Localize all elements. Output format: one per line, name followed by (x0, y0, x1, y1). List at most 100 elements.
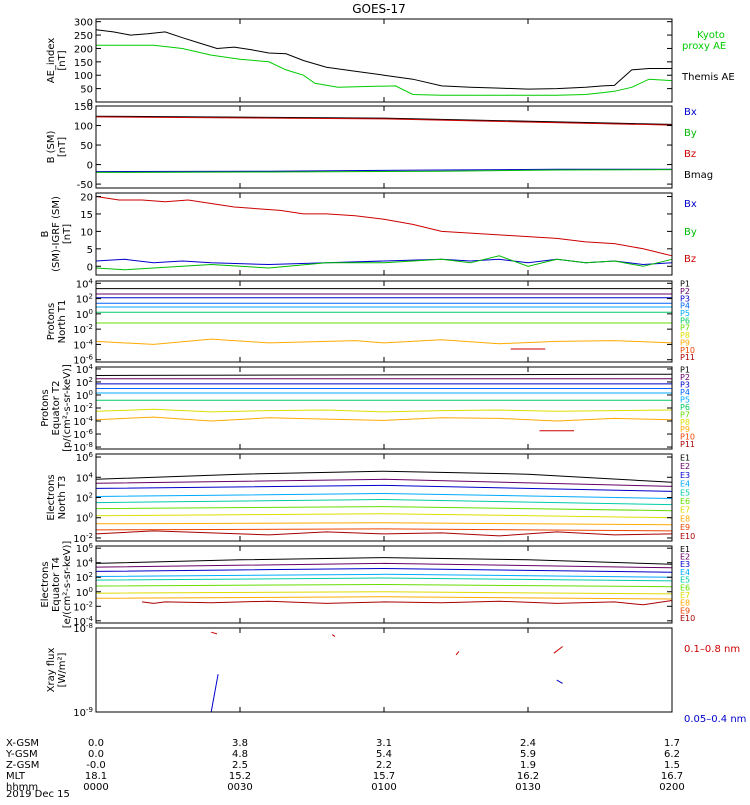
y-tick-label-4-6: 10-6 (73, 354, 93, 367)
y-tick-label-1-4: 150 (74, 58, 93, 69)
series-7-4 (95, 573, 673, 578)
legend-item-5-5: P5 (680, 395, 690, 404)
y-tick-label-5-5: 10-4 (73, 415, 93, 428)
legend-item-6-10: E10 (680, 532, 695, 541)
legend-item-7-9: E9 (680, 606, 690, 615)
bottom-axis-value-3-3: 2.2 (376, 760, 392, 771)
legend-item-6-9: E9 (680, 523, 690, 532)
legend-item-4-9: P9 (680, 338, 690, 347)
legend-item-4-1: P1 (680, 280, 690, 289)
y-tick-label-7-3: 102 (76, 571, 93, 584)
legend-8: 0.1–0.8 nm 0.05–0.4 nm (684, 644, 746, 725)
bottom-axis-value-2-4: 15.2 (229, 771, 251, 782)
series-3-3 (95, 255, 673, 271)
legend-item-4-3: P3 (680, 294, 690, 303)
bottom-axis-value-4-5: 0130 (515, 782, 540, 793)
y-axis-label-8: Xray flux[W/m²] (46, 648, 68, 693)
legend-1: Kyoto proxy AE Themis AE (681, 30, 735, 83)
y-tick-label-5-3: 100 (76, 389, 93, 402)
series-5-1 (95, 373, 673, 376)
y-tick-label-5-1: 104 (76, 363, 94, 376)
legend-item-4-6: P6 (680, 316, 690, 325)
series-2-2 (95, 116, 673, 126)
y-axis-label-2: B (SM)[nT] (46, 130, 68, 163)
legend-item-7-4: E4 (680, 568, 690, 577)
legend-item-6-5: E5 (680, 488, 690, 497)
y-axis-label-6: ElectronsNorth T3 (46, 474, 68, 520)
y-tick-label-3-3: 10 (80, 227, 93, 238)
y-tick-label-4-2: 102 (76, 293, 93, 306)
legend-item-1-2: Themis AE (681, 72, 735, 83)
y-tick-label-5-2: 102 (76, 376, 93, 389)
series-2-3 (95, 168, 672, 173)
legend-item-5-3: P3 (680, 381, 690, 390)
series-3-2 (95, 258, 673, 266)
y-tick-label-5-4: 10-2 (73, 402, 93, 415)
legend-item-7-3: E3 (680, 560, 690, 569)
series-1-2 (96, 44, 673, 96)
y-tick-label-3-2: 15 (80, 210, 93, 221)
legend-item-4-7: P7 (680, 324, 690, 333)
legend-item-2-3: Bz (684, 149, 696, 160)
panel-1: 300 250 200 150 100 50 0 AE_index[nT] Kyoto proxy… (46, 18, 735, 109)
legend-item-2-1: Bx (684, 107, 697, 118)
legend-item-7-10: E10 (680, 614, 695, 623)
series-8-3 (455, 651, 460, 656)
series-8-6 (556, 679, 563, 684)
y-tick-label-3-1: 20 (80, 192, 93, 203)
series-7-3 (95, 567, 673, 573)
y-tick-label-2-3: 50 (80, 141, 93, 152)
series-5-7 (95, 408, 673, 413)
y-tick-label-4-1: 104 (76, 277, 94, 290)
bottom-axis-value-3-4: 15.7 (373, 771, 395, 782)
series-6-2 (95, 478, 673, 487)
series-8-4 (553, 646, 563, 654)
bottom-axis-row-label-3: Z-GSM (6, 760, 39, 771)
y-tick-label-2-4: 0 (87, 161, 93, 172)
legend-item-4-10: P10 (680, 346, 695, 355)
y-axis-label-1: AE_index[nT] (46, 38, 68, 84)
series-7-9 (142, 600, 673, 606)
bottom-axis-value-2-1: 3.8 (232, 738, 248, 749)
bottom-axis-row-label-2: Y-GSM (5, 749, 38, 760)
legend-item-6-3: E3 (680, 471, 690, 480)
bottom-axis-value-5-3: 1.5 (664, 760, 680, 771)
series-7-5 (95, 577, 673, 582)
legend-item-5-4: P4 (680, 388, 690, 397)
panel-2: 150 100 50 0 -50 B (SM)[nT] Bx By Bz Bmag (46, 102, 713, 191)
series-6-9 (95, 528, 673, 532)
legend-3: Bx By Bz (684, 199, 697, 265)
legend-item-5-2: P2 (680, 373, 690, 382)
bottom-axis-value-5-1: 1.7 (664, 738, 680, 749)
series-6-6 (95, 506, 673, 512)
y-tick-label-2-1: 150 (74, 102, 93, 113)
legend-item-4-8: P8 (680, 331, 690, 340)
legend-item-5-8: P8 (680, 418, 690, 427)
bottom-axis-value-4-1: 2.4 (520, 738, 536, 749)
y-tick-label-6-1: 106 (76, 451, 94, 464)
panel-4-frame (95, 280, 673, 363)
bottom-axis-value-5-4: 16.7 (661, 771, 683, 782)
bottom-axis-value-3-5: 0100 (371, 782, 396, 793)
legend-item-4-11: P11 (680, 353, 695, 362)
legend-item-5-9: P9 (680, 425, 690, 434)
series-8-5 (210, 674, 219, 713)
y-tick-label-1-5: 100 (74, 71, 93, 82)
legend-item-3-1: Bx (684, 199, 697, 210)
bottom-axis-value-3-2: 5.4 (376, 749, 392, 760)
series-3-1 (95, 196, 673, 257)
legend-item-2-2: By (684, 128, 697, 139)
legend-item-2-4: Bmag (684, 170, 713, 181)
series-6-10 (95, 530, 673, 537)
bottom-axis-value-5-5: 0200 (659, 782, 684, 793)
legend-item-3-3: Bz (684, 254, 696, 265)
bottom-axis-value-4-4: 16.2 (517, 771, 539, 782)
legend-item-5-7: P7 (680, 410, 690, 419)
y-tick-label-7-1: 106 (76, 542, 94, 555)
series-6-5 (95, 498, 673, 506)
y-tick-label-2-5: -50 (77, 180, 93, 191)
